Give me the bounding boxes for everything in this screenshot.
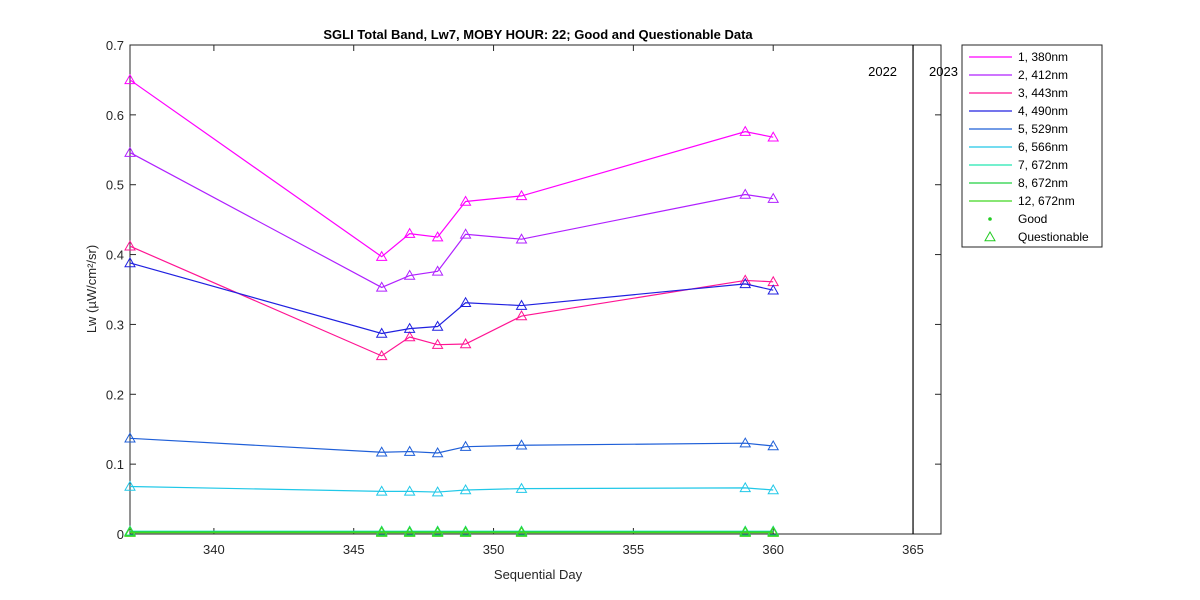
data-point-marker xyxy=(375,485,388,496)
year-label-left: 2022 xyxy=(868,64,897,79)
legend-label: 8, 672nm xyxy=(1018,176,1068,190)
data-point-marker xyxy=(124,146,136,157)
data-point-marker xyxy=(124,256,136,268)
data-point-marker xyxy=(375,281,388,292)
x-tick-label: 350 xyxy=(483,542,505,557)
y-tick-label: 0.1 xyxy=(106,457,124,472)
legend-label: Questionable xyxy=(1018,230,1089,244)
data-point-marker xyxy=(739,277,752,289)
data-point-marker xyxy=(459,483,472,495)
data-point-marker xyxy=(515,482,528,493)
data-point-marker xyxy=(431,231,444,242)
legend-label: 1, 380nm xyxy=(1018,50,1068,64)
data-point-marker xyxy=(459,440,472,451)
legend-swatch xyxy=(984,230,996,242)
data-point-marker xyxy=(124,240,136,251)
series-line xyxy=(129,79,774,258)
y-axis: 0 0.1 0.2 0.3 0.4 0.5 0.6 0.7 xyxy=(106,38,941,542)
legend-label: 7, 672nm xyxy=(1018,158,1068,172)
data-point-marker xyxy=(124,73,136,85)
legend-label: 5, 529nm xyxy=(1018,122,1068,136)
data-point-marker xyxy=(767,526,780,537)
data-point-marker xyxy=(403,322,416,333)
y-tick-label: 0.2 xyxy=(106,387,124,402)
year-divider: 2022 2023 xyxy=(868,45,958,534)
data-point-marker xyxy=(431,526,444,537)
x-axis-label: Sequential Day xyxy=(494,567,583,582)
x-tick-label: 345 xyxy=(343,542,365,557)
data-point-marker xyxy=(515,299,528,310)
y-tick-label: 0.5 xyxy=(106,178,124,193)
data-point-marker xyxy=(375,327,388,338)
data-point-marker xyxy=(515,526,528,537)
data-point-marker xyxy=(431,486,444,497)
data-point-marker xyxy=(403,445,416,456)
data-point-marker xyxy=(739,481,752,493)
data-point-marker xyxy=(431,265,444,276)
data-point-marker xyxy=(767,483,780,495)
y-tick-label: 0 xyxy=(117,527,124,542)
data-point-marker xyxy=(375,446,388,457)
series-line xyxy=(129,262,774,335)
data-point-marker xyxy=(375,526,388,537)
series-line xyxy=(129,437,774,454)
legend-box xyxy=(961,44,1103,248)
data-point-marker xyxy=(403,227,416,238)
y-axis-label: Lw (µW/cm²/sr) xyxy=(84,245,99,333)
data-point-marker xyxy=(403,485,416,496)
data-point-marker xyxy=(459,526,472,537)
x-tick-label: 340 xyxy=(203,542,225,557)
year-label-right: 2023 xyxy=(929,64,958,79)
series-layer xyxy=(124,73,780,537)
data-point-marker xyxy=(403,330,416,342)
series-line xyxy=(129,485,774,493)
plot-area xyxy=(129,44,942,535)
data-point-marker xyxy=(431,446,444,458)
data-point-marker xyxy=(431,320,444,331)
data-point-marker xyxy=(767,131,780,142)
data-point-marker xyxy=(459,296,472,308)
y-tick-label: 0.6 xyxy=(106,108,124,123)
data-point-marker xyxy=(739,437,752,448)
legend-label: 4, 490nm xyxy=(1018,104,1068,118)
data-point-marker xyxy=(124,432,136,443)
y-tick-label: 0.3 xyxy=(106,317,124,332)
data-point-marker xyxy=(124,526,136,537)
y-tick-label: 0.4 xyxy=(106,248,124,263)
data-point-marker xyxy=(767,284,780,295)
data-point-marker xyxy=(767,439,780,451)
data-point-marker xyxy=(459,337,472,349)
legend-swatch xyxy=(988,217,992,221)
x-tick-label: 355 xyxy=(623,542,645,557)
legend-label: 2, 412nm xyxy=(1018,68,1068,82)
data-point-marker xyxy=(767,192,780,203)
data-point-marker xyxy=(739,188,752,199)
data-point-marker xyxy=(739,526,752,537)
x-tick-label: 360 xyxy=(762,542,784,557)
legend-label: 12, 672nm xyxy=(1018,194,1075,208)
data-point-marker xyxy=(739,125,752,136)
data-point-marker xyxy=(403,269,416,280)
data-point-marker xyxy=(375,349,388,361)
data-point-marker xyxy=(124,480,136,491)
data-point-marker xyxy=(403,526,416,537)
y-tick-label: 0.7 xyxy=(106,38,124,53)
legend-label: 3, 443nm xyxy=(1018,86,1068,100)
data-point-marker xyxy=(515,310,528,321)
x-tick-label: 365 xyxy=(902,542,924,557)
data-point-marker xyxy=(515,439,528,450)
legend-label: Good xyxy=(1018,212,1047,226)
data-point-marker xyxy=(515,233,528,244)
series-line xyxy=(129,245,774,357)
data-point-marker xyxy=(431,338,444,349)
chart-title: SGLI Total Band, Lw7, MOBY HOUR: 22; Goo… xyxy=(323,27,753,42)
data-point-marker xyxy=(459,195,472,206)
data-point-marker xyxy=(459,228,472,239)
legend: 1, 380nm 2, 412nm 3, 443nm 4, 490nm 5, 529nm… xyxy=(961,44,1103,248)
legend-label: 6, 566nm xyxy=(1018,140,1068,154)
data-point-marker xyxy=(375,250,388,261)
data-point-marker xyxy=(515,189,528,201)
series-line xyxy=(129,152,774,289)
